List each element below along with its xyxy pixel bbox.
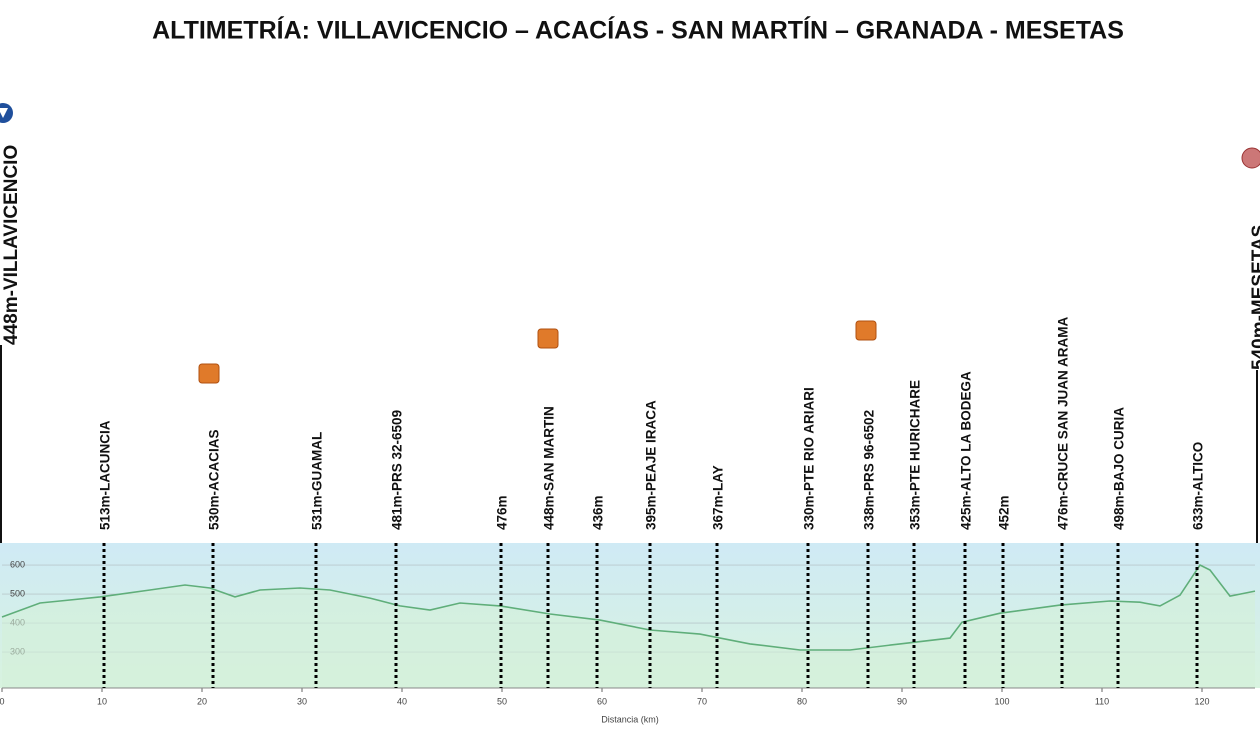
y-tick-label: 600	[10, 559, 25, 569]
waypoint-label: 481m-PRS 32-6509	[390, 410, 405, 530]
x-tick-label: 10	[97, 696, 107, 706]
x-tick-label: 30	[297, 696, 307, 706]
x-tick-label: 120	[1194, 696, 1209, 706]
x-tick-label: 60	[597, 696, 607, 706]
waypoint-label: 498m-BAJO CURIA	[1112, 407, 1127, 530]
elevation-line	[1, 563, 1256, 651]
waypoint-label: 448m-SAN MARTIN	[542, 406, 557, 530]
waypoint-label: 367m-LAY	[711, 465, 726, 530]
waypoint-label: 476m-CRUCE SAN JUAN ARAMA	[1056, 316, 1071, 530]
start-label: 448m-VILLAVICENCIO	[1, 145, 22, 345]
x-tick-label: 100	[994, 696, 1009, 706]
waypoint-label: 330m-PTE RIO ARIARI	[802, 387, 817, 530]
x-tick-label: 110	[1095, 696, 1109, 706]
x-tick-label: 20	[197, 696, 207, 706]
waypoint-label: 338m-PRS 96-6502	[862, 410, 877, 530]
waypoint-label: 395m-PEAJE IRACA	[644, 400, 659, 530]
x-tick-label: 50	[497, 696, 507, 706]
y-tick-label: 500	[10, 588, 25, 598]
waypoint-label: 353m-PTE HURICHARE	[908, 380, 923, 530]
x-tick-label: 80	[797, 696, 807, 706]
x-tick-label: 0	[0, 696, 5, 706]
waypoint-label: 513m-LACUNCIA	[98, 420, 113, 530]
chart-title: ALTIMETRÍA: VILLAVICENCIO – ACACÍAS - SA…	[152, 16, 1124, 45]
waypoint-label: 425m-ALTO LA BODEGA	[959, 371, 974, 530]
waypoint-label: 531m-GUAMAL	[310, 432, 325, 530]
start-marker-arrow	[0, 108, 8, 118]
waypoint-label: 452m	[997, 495, 1012, 530]
feed-icons	[198, 320, 877, 384]
end-label: 540m-MESETAS	[1249, 225, 1260, 370]
waypoint-label: 633m-ALTICO	[1191, 442, 1206, 530]
x-axis-label: Distancia (km)	[601, 714, 659, 724]
finish-marker	[1241, 147, 1260, 169]
waypoint-label: 436m	[591, 495, 606, 530]
waypoint-label: 530m-ACACIAS	[207, 429, 222, 530]
x-tick-label: 90	[897, 696, 907, 706]
waypoint-label: 476m	[495, 495, 510, 530]
x-tick-label: 70	[697, 696, 707, 706]
x-tick-label: 40	[397, 696, 407, 706]
